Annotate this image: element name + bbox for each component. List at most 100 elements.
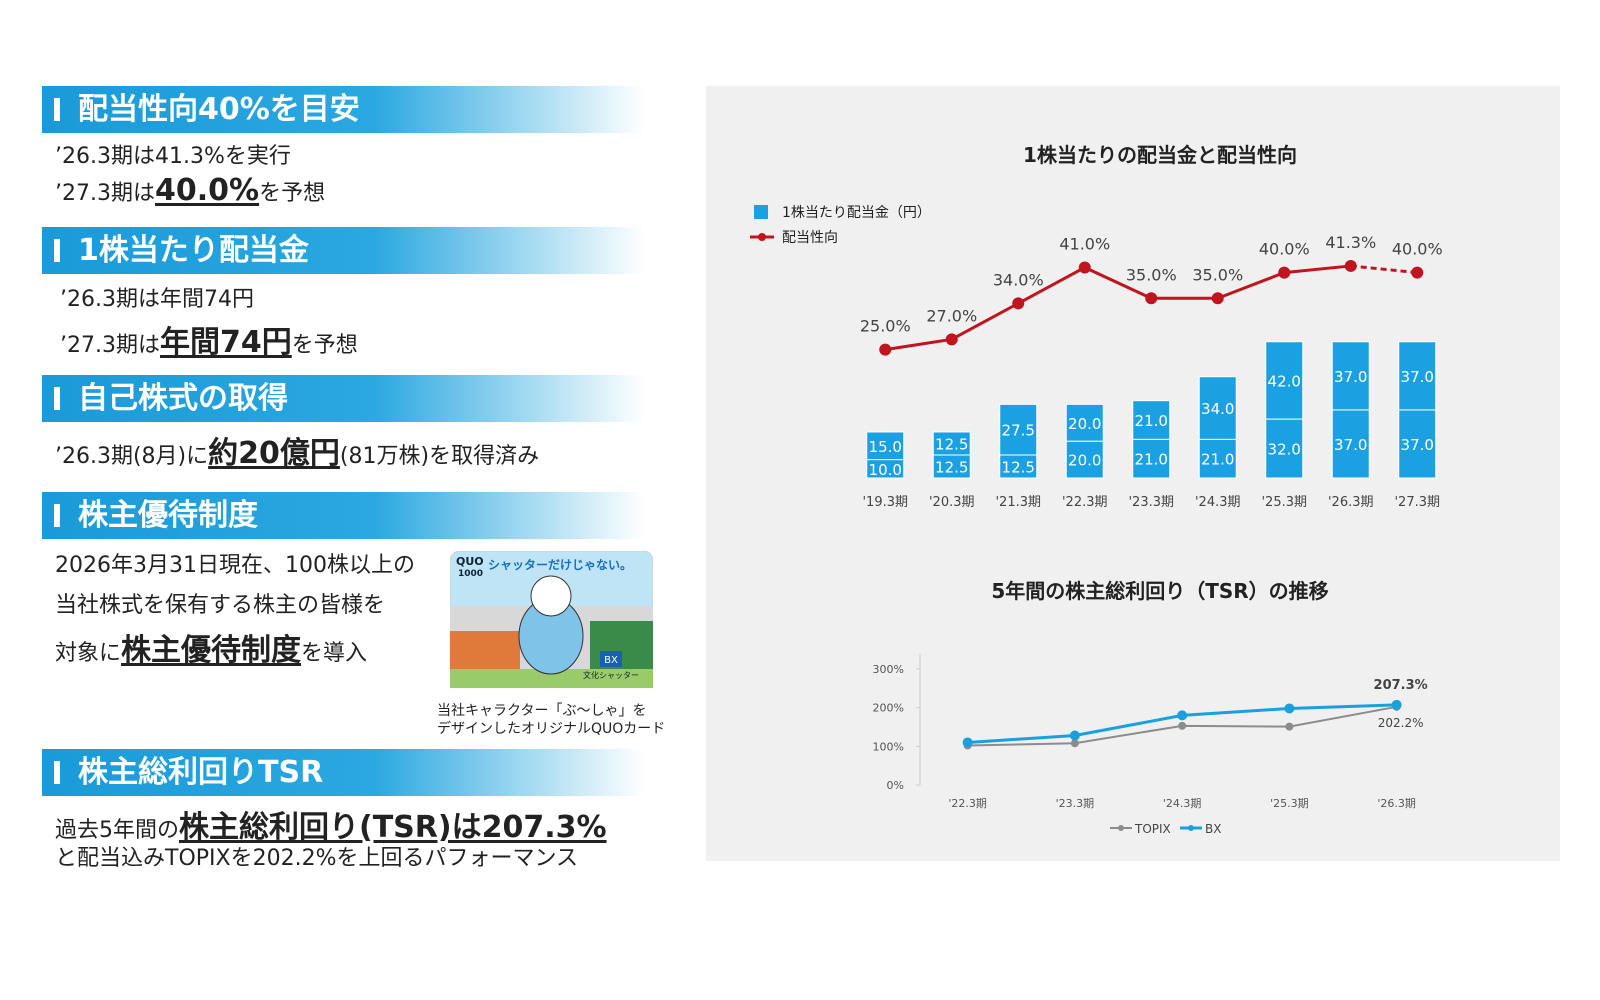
bar-segment (999, 403, 1038, 456)
chart-title: 5年間の株主総利回り（TSR）の推移 (991, 579, 1328, 603)
line-point (1178, 721, 1187, 730)
data-label: 21.0 (1201, 451, 1234, 469)
line-forecast (1350, 264, 1418, 275)
data-label: 37.0 (1334, 368, 1367, 386)
data-label: 37.0 (1401, 368, 1434, 386)
card-brand: QUO (456, 555, 484, 568)
line-point (1391, 699, 1402, 710)
text: ’26.3期(8月)に (55, 444, 209, 469)
line-point (1070, 739, 1079, 748)
body-line: 過去5年間の 株主総利回り(TSR)は207.3% (55, 802, 607, 845)
bar-segment (866, 431, 905, 461)
x-tick-label: '22.3期 (1062, 495, 1108, 510)
x-tick-label: '25.3期 (1261, 495, 1307, 510)
bar-segment (932, 431, 971, 456)
data-label: 20.0 (1068, 452, 1101, 470)
card-company: 文化シャッター (583, 670, 639, 680)
x-tick-label: '20.3期 (929, 495, 975, 510)
legend-dot (758, 233, 766, 241)
legend-dot (1118, 825, 1124, 831)
bar-segment (1398, 341, 1437, 411)
line-point (1211, 292, 1224, 305)
card-logo: BX (604, 655, 618, 666)
data-label: 41.3% (1325, 233, 1376, 252)
data-label: 34.0% (993, 270, 1044, 289)
data-label: 40.0% (1259, 240, 1310, 259)
caption: デザインしたオリジナルQUOカード (437, 721, 666, 737)
card-art: QUO 1000 シャッターだけじゃない。 BX 文化シャッター (449, 550, 654, 689)
legend-label: TOPIX (1134, 822, 1171, 836)
line-point (945, 333, 958, 346)
bar-segment (1398, 409, 1437, 479)
x-tick-label: '21.3期 (995, 495, 1041, 510)
legend-swatch (754, 205, 768, 219)
legend-label: 配当性向 (782, 230, 838, 246)
text: 過去5年間の (55, 818, 179, 843)
text: ’26.3期は年間74円 (60, 287, 254, 312)
data-label: 10.0 (869, 461, 902, 479)
bar-segment (1198, 438, 1237, 479)
body-line: ’27.3期は 年間74円 を予想 (60, 317, 358, 360)
emphasis: 年間74円 (159, 325, 292, 360)
emphasis: 40.0% (154, 173, 260, 208)
y-tick-label: 300% (873, 663, 904, 676)
line-point (1069, 730, 1080, 741)
line-point (1278, 266, 1291, 279)
line-point (1411, 266, 1424, 279)
data-label: 25.0% (860, 317, 911, 336)
body-line: ’27.3期は 40.0% を予想 (55, 173, 325, 211)
section-heading: 株主総利回りTSR (42, 749, 645, 796)
x-tick-label: '23.3期 (1128, 495, 1174, 510)
bar-segment (1331, 409, 1370, 479)
data-label: 32.0 (1268, 441, 1301, 459)
data-label: 40.0% (1392, 240, 1443, 259)
line-point (1344, 259, 1357, 272)
data-label: 27.5 (1002, 422, 1035, 440)
x-tick-label: '22.3期 (948, 797, 987, 810)
data-label: 35.0% (1192, 265, 1243, 284)
body-line: 2026年3月31日現在、100株以上の (55, 547, 415, 585)
legend-label: BX (1205, 822, 1221, 836)
x-tick-label: '26.3期 (1328, 495, 1374, 510)
data-label: 12.5 (1002, 458, 1035, 476)
body-line: ’26.3期(8月)に 約20億円 (81万株)を取得済み (55, 428, 539, 471)
y-tick-label: 0% (887, 779, 904, 792)
x-tick-label: '26.3期 (1377, 797, 1416, 810)
text: を導入 (301, 641, 368, 666)
emphasis: 株主優待制度 (121, 633, 302, 668)
x-tick-label: '24.3期 (1163, 797, 1202, 810)
line-point (1145, 292, 1158, 305)
body-line: 当社株式を保有する株主の皆様を (55, 587, 385, 625)
bar-segment (1331, 341, 1370, 411)
line-point (1078, 261, 1091, 274)
card-slogan: シャッターだけじゃない。 (488, 558, 632, 572)
charts: 1株当たりの配当金と配当性向 '19.3期 '20.3期 '21.3期 '22.3期 '2… (750, 143, 1443, 836)
bar-segment (1198, 376, 1237, 440)
y-tick-label: 100% (873, 740, 904, 753)
data-label: 34.0 (1201, 400, 1234, 418)
text: 2026年3月31日現在、100株以上の (55, 553, 415, 578)
section-heading: 自己株式の取得 (42, 375, 645, 422)
line-point (1284, 703, 1295, 714)
card-amount: 1000 (458, 569, 483, 579)
text: ’27.3期は (60, 333, 160, 358)
text: ’27.3期は (55, 181, 155, 206)
line-point (1012, 297, 1025, 310)
data-label: 12.5 (935, 435, 968, 453)
text: と配当込みTOPIXを202.2%を上回るパフォーマンス (55, 846, 579, 871)
legend-dot (1188, 825, 1194, 831)
y-tick-label: 200% (873, 702, 904, 715)
text: 対象に (55, 641, 122, 666)
section-heading: 1株当たり配当金 (42, 227, 645, 274)
data-label: 21.0 (1135, 451, 1168, 469)
data-label: 15.0 (869, 438, 902, 456)
x-tick-label: '23.3期 (1056, 797, 1095, 810)
bar-segment (1065, 440, 1104, 479)
chart-title: 1株当たりの配当金と配当性向 (1023, 143, 1297, 167)
data-label: 37.0 (1334, 436, 1367, 454)
section-heading: 株主優待制度 (42, 492, 645, 539)
line-point (1285, 722, 1294, 731)
data-label: 202.2% (1378, 716, 1424, 730)
line-point (1177, 710, 1188, 721)
